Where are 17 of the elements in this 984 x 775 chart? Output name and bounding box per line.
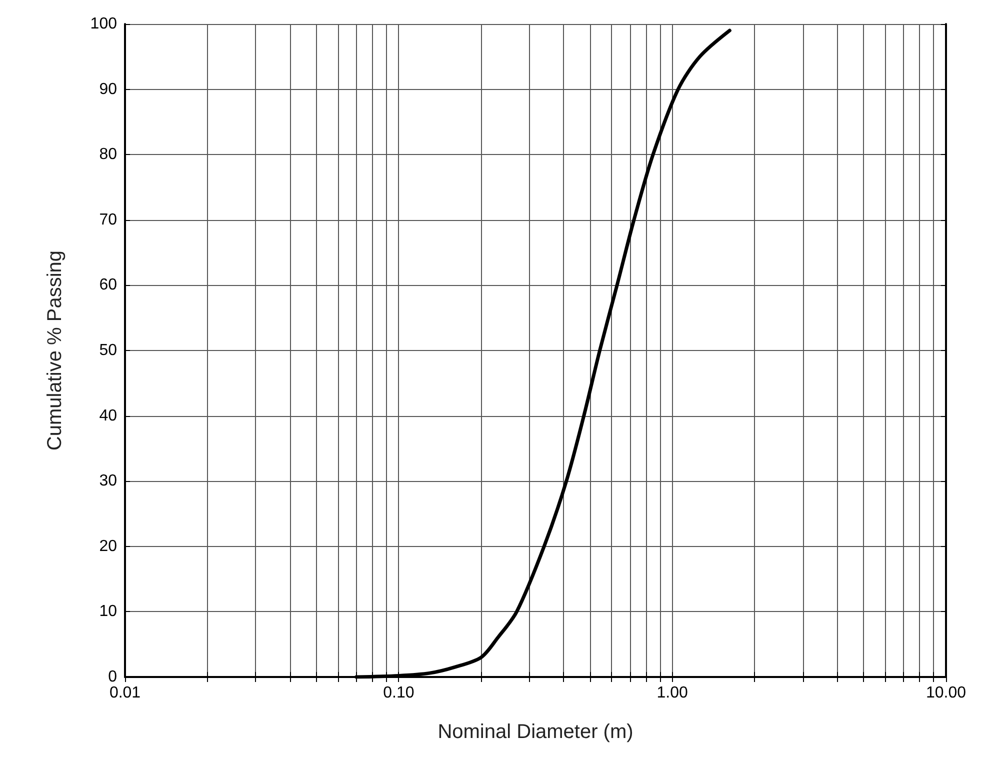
x-tick-label: 0.10 [383,684,414,702]
y-tick-label: 20 [99,538,118,555]
y-tick-label: 10 [99,603,118,620]
x-axis-title: Nominal Diameter (m) [438,721,634,743]
y-tick-label: 70 [99,211,118,228]
y-tick-label: 0 [108,668,118,686]
y-tick-label: 90 [99,80,118,98]
x-tick-label: 10.00 [926,684,966,702]
y-tick-label: 30 [99,472,118,490]
x-tick-label: 1.00 [656,684,688,702]
x-tick-label: 0.01 [109,684,141,702]
y-tick-label: 80 [99,146,118,164]
y-tick-label: 40 [99,407,118,424]
y-axis-title: Cumulative % Passing [44,250,66,451]
y-tick-label: 100 [90,16,118,32]
y-tick-label: 60 [99,276,118,294]
y-tick-label: 50 [99,342,118,359]
